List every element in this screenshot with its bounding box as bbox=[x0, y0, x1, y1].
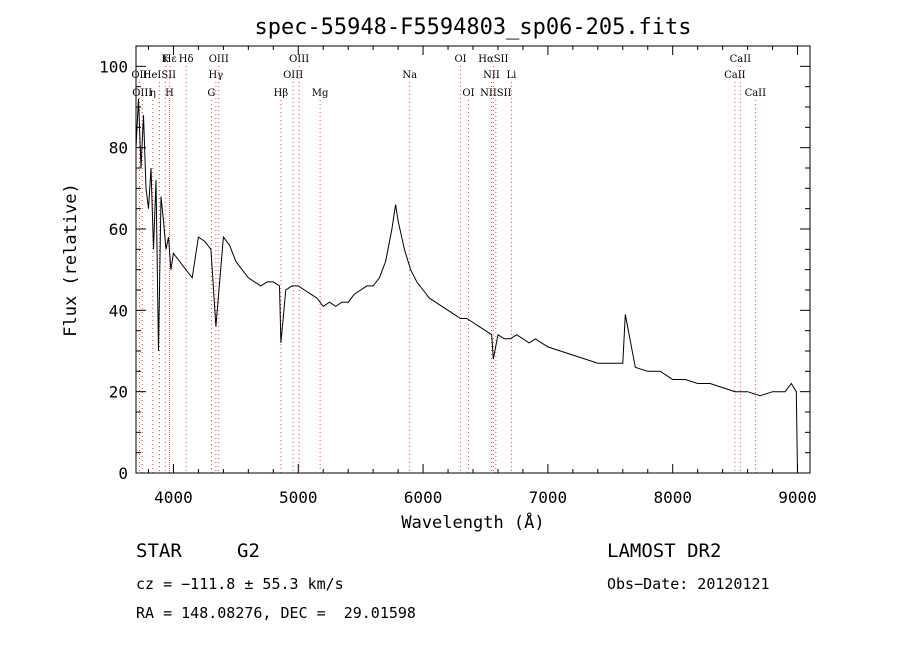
y-tick-label-20: 20 bbox=[109, 383, 128, 402]
marker-label-16: OIII bbox=[132, 88, 152, 99]
spectrum-line bbox=[135, 98, 798, 474]
y-tick-label-100: 100 bbox=[99, 57, 128, 76]
marker-label-5: OI bbox=[454, 54, 466, 65]
x-tick-label-9000: 9000 bbox=[778, 488, 817, 507]
x-tick-label-7000: 7000 bbox=[529, 488, 568, 507]
y-tick-label-0: 0 bbox=[118, 464, 128, 483]
marker-label-2: Hδ bbox=[179, 54, 194, 65]
marker-label-17: η bbox=[150, 88, 156, 99]
marker-label-3: OIII bbox=[209, 54, 229, 65]
marker-label-19: G bbox=[207, 88, 215, 99]
x-tick-label-6000: 6000 bbox=[404, 488, 443, 507]
marker-label-12: Na bbox=[402, 70, 417, 81]
object-subclass: G2 bbox=[237, 540, 260, 562]
marker-label-9: HeISII bbox=[143, 70, 176, 81]
marker-label-8: OII bbox=[131, 70, 147, 81]
marker-label-23: NIISII bbox=[480, 88, 511, 99]
marker-label-1: K bbox=[161, 54, 169, 65]
marker-label-15: CaII bbox=[724, 70, 746, 81]
observation-date: Obs−Date: 20120121 bbox=[607, 575, 770, 593]
x-tick-label-4000: 4000 bbox=[154, 488, 193, 507]
survey-name: LAMOST DR2 bbox=[607, 540, 722, 562]
marker-label-0: Hε bbox=[163, 54, 177, 65]
object-class: STAR bbox=[136, 540, 182, 562]
y-tick-label-60: 60 bbox=[109, 220, 128, 239]
marker-label-14: Li bbox=[507, 70, 517, 81]
plot-frame bbox=[135, 45, 811, 474]
marker-label-7: CaII bbox=[730, 54, 752, 65]
marker-label-21: Mg bbox=[312, 88, 329, 99]
y-tick-label-80: 80 bbox=[109, 139, 128, 158]
marker-label-22: OI bbox=[462, 88, 474, 99]
x-tick-label-8000: 8000 bbox=[653, 488, 692, 507]
y-tick-label-40: 40 bbox=[109, 301, 128, 320]
marker-label-6: HαSII bbox=[478, 54, 508, 65]
marker-label-13: NII bbox=[483, 70, 500, 81]
x-axis-label: Wavelength (Å) bbox=[401, 511, 544, 533]
marker-label-18: H bbox=[165, 88, 174, 99]
marker-label-24: CaII bbox=[745, 88, 767, 99]
redshift-velocity: cz = −111.8 ± 55.3 km/s bbox=[136, 575, 344, 593]
chart-title: spec-55948-F5594803_sp06-205.fits bbox=[254, 15, 691, 40]
y-axis-label: Flux (relative) bbox=[61, 183, 81, 337]
marker-label-4: OIII bbox=[289, 54, 309, 65]
coordinates: RA = 148.08276, DEC = 29.01598 bbox=[136, 604, 416, 622]
axis-ticks: 4000 5000 6000 7000 8000 9000 0 20 40 60 80 100 bbox=[99, 46, 817, 507]
marker-label-20: Hβ bbox=[274, 88, 289, 99]
marker-label-10: Hγ bbox=[209, 70, 224, 81]
x-tick-label-5000: 5000 bbox=[279, 488, 318, 507]
marker-label-11: OIII bbox=[283, 70, 303, 81]
